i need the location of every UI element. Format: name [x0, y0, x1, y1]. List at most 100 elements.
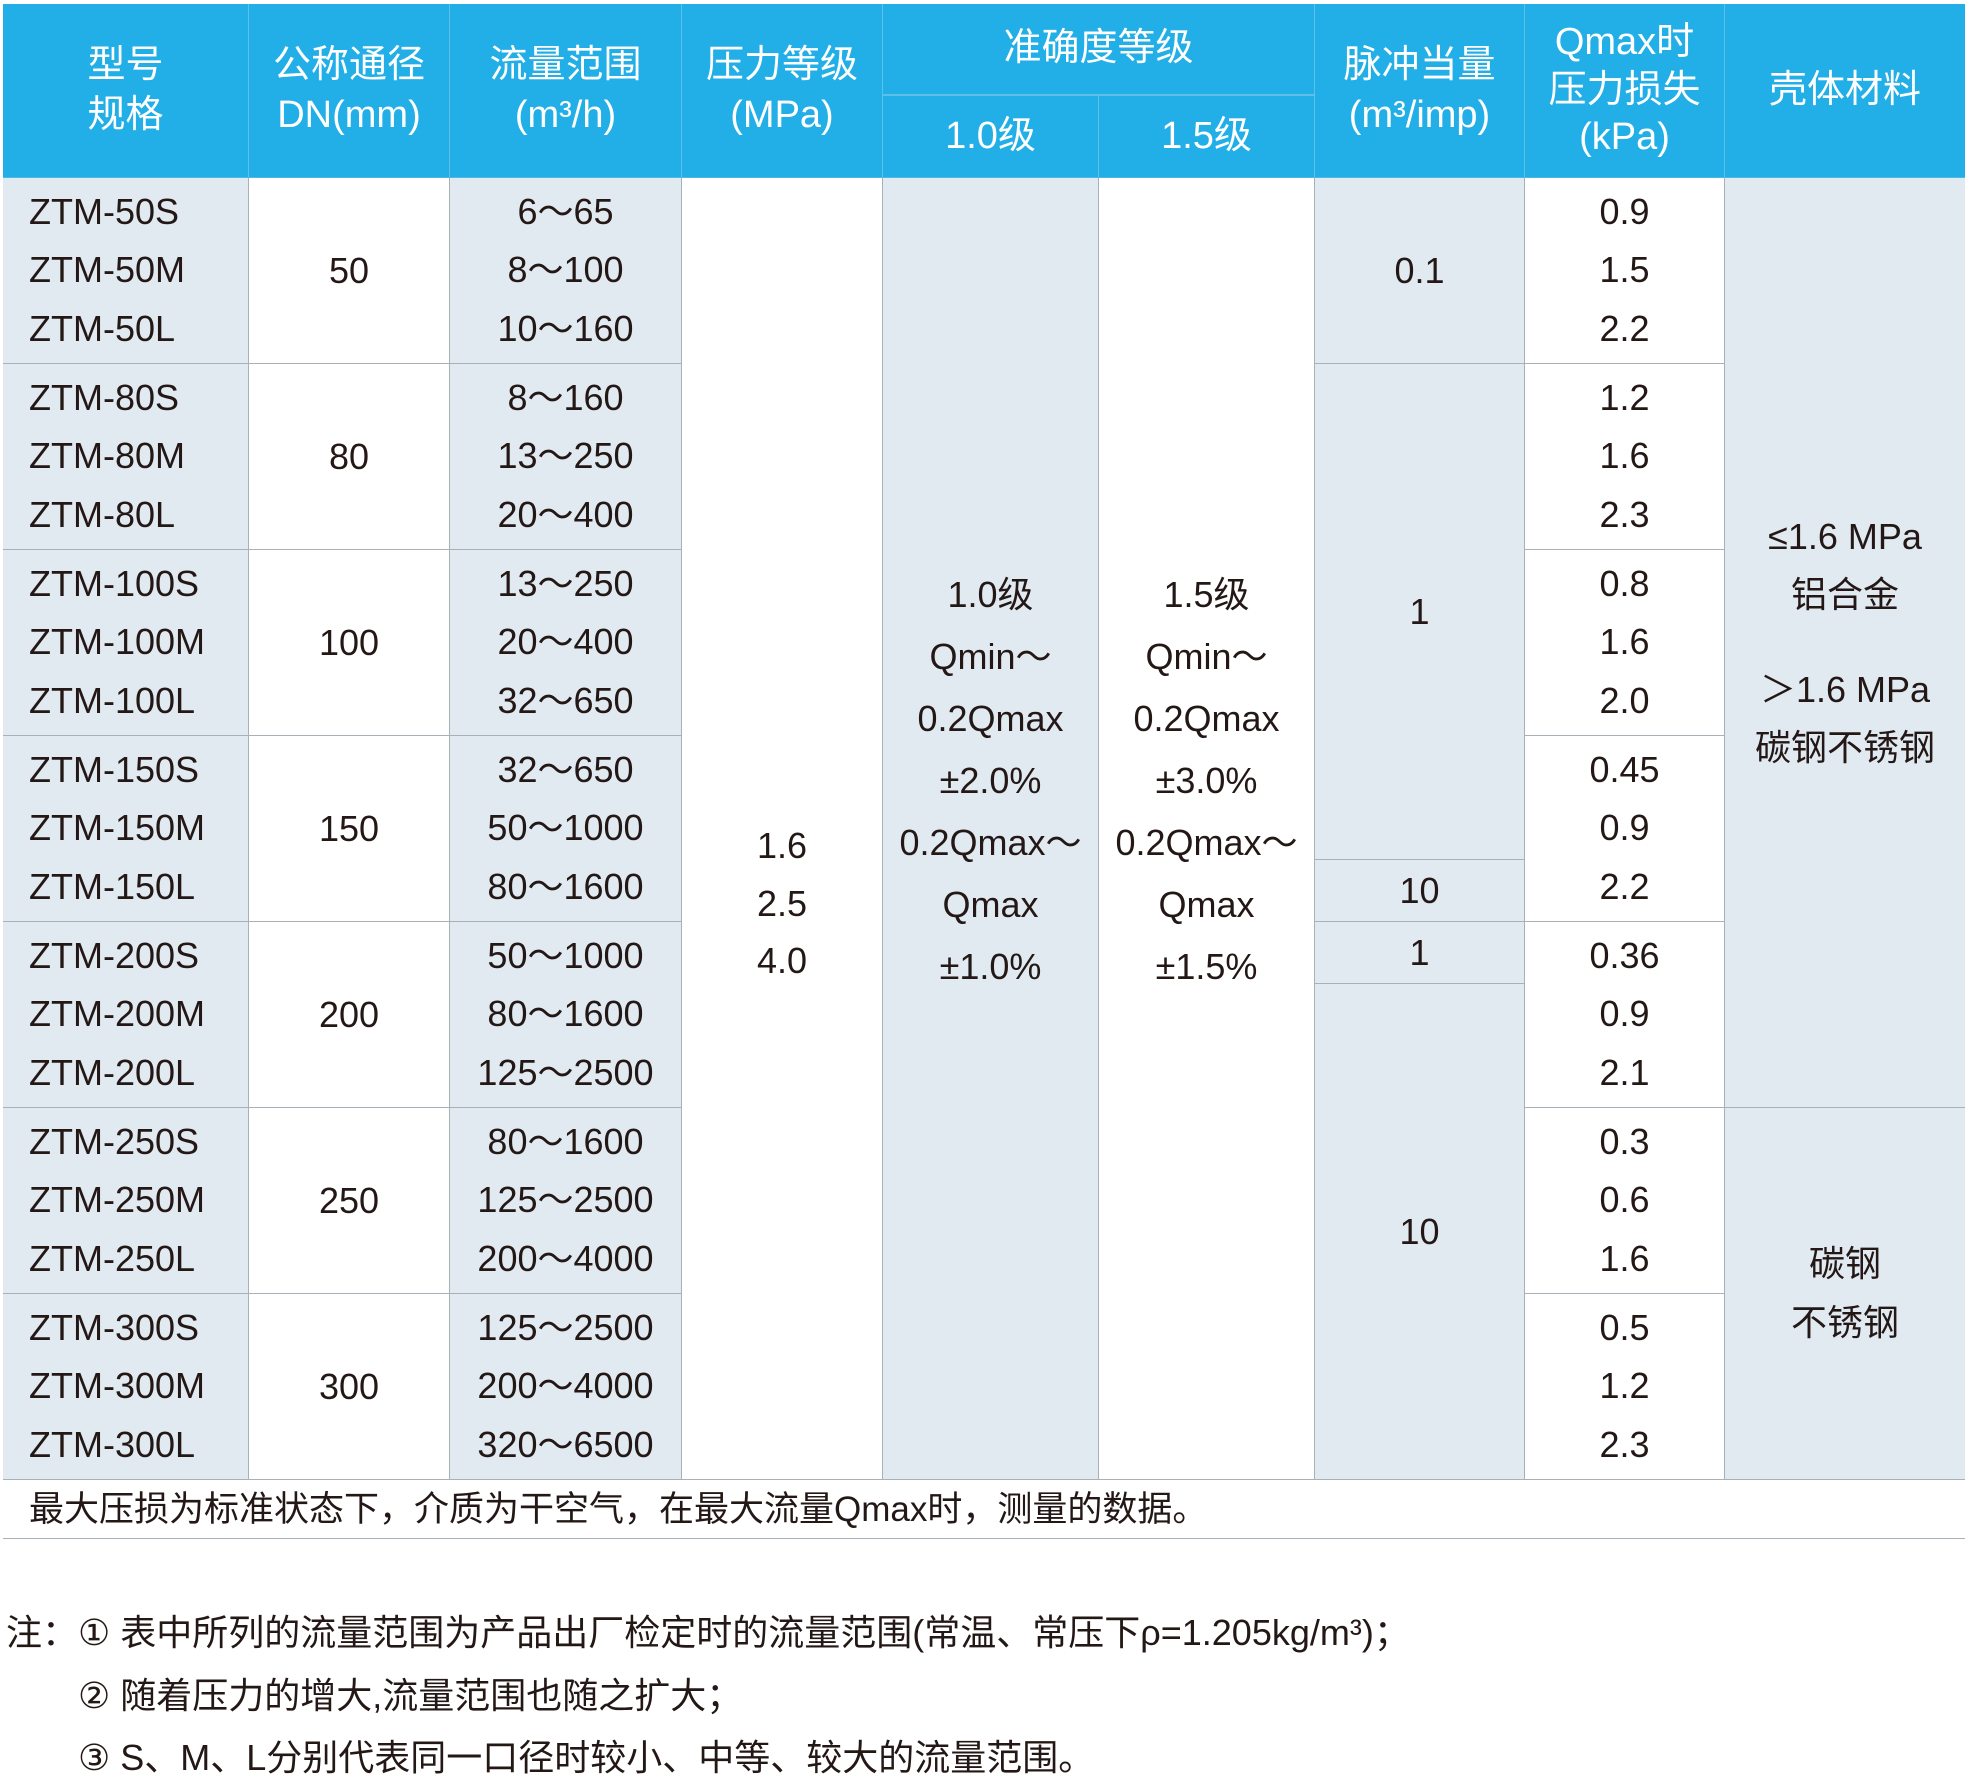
cell-text: 0.9	[1599, 993, 1650, 1035]
model-group: ZTM-50S ZTM-50M ZTM-50L	[3, 178, 249, 364]
pressure-loss-group: 1.2 1.6 2.3	[1525, 364, 1725, 550]
cell-text: (m³/imp)	[1348, 93, 1491, 136]
cell-text: 1.6	[1599, 621, 1650, 663]
cell-text: 1.6	[756, 825, 808, 867]
cell-text: 13～250	[497, 563, 634, 605]
cell-text: ZTM-300M	[29, 1365, 206, 1407]
header-pressure-loss: Qmax时 压力损失 (kPa)	[1525, 4, 1725, 178]
cell-text: 200～4000	[477, 1365, 654, 1407]
header-dn: 公称通径 DN(mm)	[249, 4, 450, 178]
flow-range-group: 13～250 20～400 32～650	[450, 550, 682, 736]
cell-text: 320～6500	[477, 1423, 654, 1465]
cell-text: ZTM-100S	[29, 563, 200, 605]
cell-text: 0.9	[1599, 807, 1650, 849]
cell-text: ZTM-50S	[29, 191, 180, 233]
cell-text: 80～1600	[487, 1121, 644, 1163]
cell-text: 0.2Qmax～	[899, 821, 1082, 863]
cell-text: 1	[1409, 590, 1430, 632]
pressure-grade-cell: 1.6 2.5 4.0	[682, 178, 883, 1480]
cell-text: 0.5	[1599, 1307, 1650, 1349]
pulse-cell: 10	[1315, 860, 1525, 922]
cell-text: 1.6	[1599, 1237, 1650, 1279]
footer-note: 最大压损为标准状态下，介质为干空气，在最大流量Qmax时，测量的数据。	[3, 1480, 1965, 1539]
cell-text: ZTM-150L	[29, 865, 196, 907]
cell-text: 1.0级	[947, 574, 1034, 616]
cell-text: 20～400	[497, 621, 634, 663]
cell-text: 1.6	[1599, 435, 1650, 477]
header-accuracy-1-0: 1.0级	[883, 95, 1099, 178]
cell-text: 300	[318, 1365, 380, 1407]
cell-text: ZTM-80S	[29, 377, 180, 419]
model-group: ZTM-300S ZTM-300M ZTM-300L	[3, 1294, 249, 1480]
model-group: ZTM-100S ZTM-100M ZTM-100L	[3, 550, 249, 736]
flow-range-group: 80～1600 125～2500 200～4000	[450, 1108, 682, 1294]
cell-text: 0.6	[1599, 1179, 1650, 1221]
header-pulse: 脉冲当量 (m³/imp)	[1315, 4, 1525, 178]
accuracy-1-5-cell: 1.5级 Qmin～ 0.2Qmax ±3.0% 0.2Qmax～ Qmax ±1.5%	[1099, 178, 1315, 1480]
cell-text: 200～4000	[477, 1237, 654, 1279]
cell-text: 压力损失	[1548, 68, 1701, 111]
cell-text: 压力等级	[705, 44, 858, 87]
pressure-loss-group: 0.45 0.9 2.2	[1525, 736, 1725, 922]
cell-text: 1	[1409, 931, 1430, 973]
cell-text: 公称通径	[272, 44, 425, 87]
cell-text: 0.36	[1589, 935, 1660, 977]
cell-text: 1.0级	[945, 114, 1036, 157]
cell-text: 1.5级	[1161, 114, 1252, 157]
cell-text: 6～65	[517, 191, 614, 233]
cell-text: ZTM-150S	[29, 749, 200, 791]
pressure-loss-group: 0.8 1.6 2.0	[1525, 550, 1725, 736]
flow-range-group: 6～65 8～100 10～160	[450, 178, 682, 364]
model-group: ZTM-250S ZTM-250M ZTM-250L	[3, 1108, 249, 1294]
header-flow-range: 流量范围 (m³/h)	[450, 4, 682, 178]
cell-text: 铝合金	[1790, 574, 1899, 616]
cell-text: 8～100	[507, 249, 624, 291]
cell-text: ZTM-250M	[29, 1179, 206, 1221]
cell-text: 0.2Qmax	[917, 698, 1064, 740]
pulse-cell: 0.1	[1315, 178, 1525, 364]
cell-text: 50～1000	[487, 935, 644, 977]
cell-text: ZTM-250S	[29, 1121, 200, 1163]
cell-text: Qmax	[1158, 883, 1255, 925]
cell-text: ＞1.6 MPa	[1759, 668, 1931, 710]
cell-text: 碳钢不锈钢	[1754, 726, 1935, 768]
note-1: 注：① 表中所列的流量范围为产品出厂检定时的流量范围(常温、常压下ρ=1.205…	[6, 1612, 1410, 1653]
note-3: ③ S、M、L分别代表同一口径时较小、中等、较大的流量范围。	[78, 1737, 1095, 1778]
cell-text: 150	[318, 807, 380, 849]
cell-text: 0.1	[1394, 249, 1445, 291]
cell-text: ±1.5%	[1155, 945, 1258, 987]
note-2: ② 随着压力的增大,流量范围也随之扩大；	[78, 1675, 743, 1716]
cell-text: 壳体材料	[1768, 68, 1921, 111]
cell-text: 1.2	[1599, 377, 1650, 419]
pressure-loss-group: 0.5 1.2 2.3	[1525, 1294, 1725, 1480]
cell-text: 碳钢	[1808, 1243, 1881, 1285]
cell-text: ZTM-50M	[29, 249, 185, 291]
cell-text: 200	[318, 993, 380, 1035]
cell-text: 最大压损为标准状态下，介质为干空气，在最大流量Qmax时，测量的数据。	[29, 1489, 1208, 1529]
cell-text: ZTM-200S	[29, 935, 200, 977]
cell-text: 0.2Qmax～	[1115, 821, 1298, 863]
cell-text: ±1.0%	[939, 945, 1042, 987]
material-cell: ≤1.6 MPa 铝合金 ＞1.6 MPa 碳钢不锈钢	[1725, 178, 1965, 1108]
cell-text: 50	[328, 249, 370, 291]
cell-text: 型号	[87, 44, 164, 87]
flow-range-group: 50～1000 80～1600 125～2500	[450, 922, 682, 1108]
header-accuracy: 准确度等级	[883, 4, 1315, 95]
cell-text: 10	[1399, 869, 1440, 911]
flow-range-group: 8～160 13～250 20～400	[450, 364, 682, 550]
cell-text: 1.5	[1599, 249, 1650, 291]
cell-text: 20～400	[497, 493, 634, 535]
cell-text: ±2.0%	[939, 760, 1042, 802]
cell-text: (MPa)	[730, 93, 834, 136]
cell-text: ZTM-250L	[29, 1237, 196, 1279]
cell-text: 125～2500	[477, 1179, 654, 1221]
cell-text: Qmax时	[1554, 21, 1695, 64]
cell-text: 0.2Qmax	[1133, 698, 1280, 740]
pressure-loss-group: 0.3 0.6 1.6	[1525, 1108, 1725, 1294]
cell-text: (kPa)	[1579, 116, 1670, 159]
header-pressure-grade: 压力等级 (MPa)	[682, 4, 883, 178]
cell-text: 2.1	[1599, 1051, 1650, 1093]
cell-text: 0.45	[1589, 749, 1660, 791]
cell-text: 2.3	[1599, 1423, 1650, 1465]
dn-cell: 150	[249, 736, 450, 922]
